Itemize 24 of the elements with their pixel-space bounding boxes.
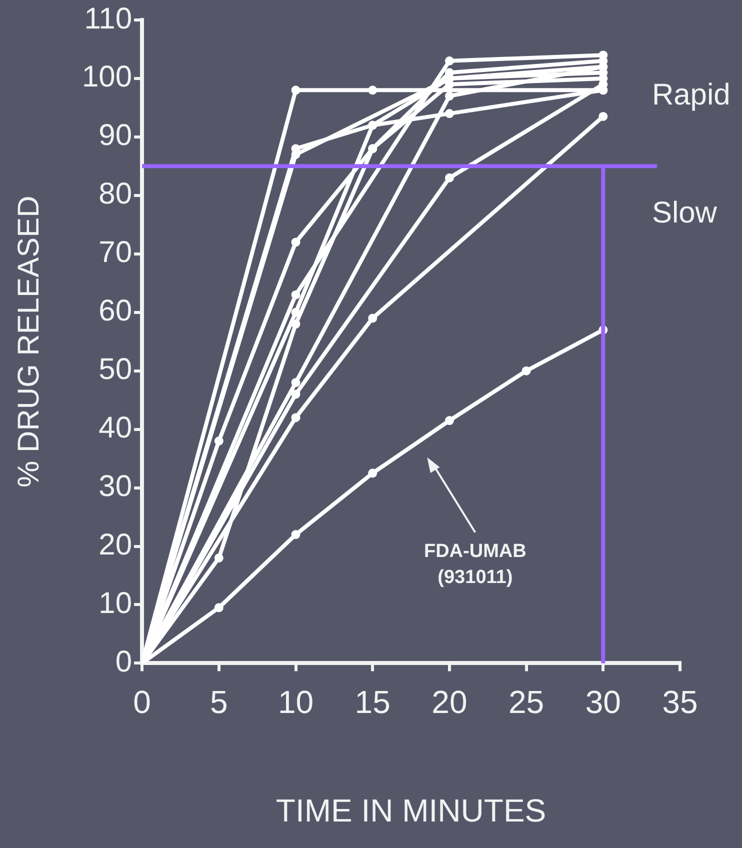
annotation: Slow [652, 196, 718, 230]
x-tick-label: 35 [662, 684, 698, 720]
x-tick-label: 30 [585, 684, 621, 720]
annotation: Rapid [652, 78, 730, 112]
x-tick-label: 15 [354, 684, 390, 720]
y-tick-label: 90 [98, 119, 132, 152]
y-axis-title: % DRUG RELEASED [12, 196, 46, 488]
y-tick-label: 20 [98, 528, 132, 562]
y-tick-label: 110 [84, 2, 132, 36]
x-axis-title: TIME IN MINUTES [276, 792, 546, 829]
annotation: FDA-UMAB (931011) [424, 541, 526, 588]
y-tick-label: 0 [115, 645, 132, 678]
y-tick-label: 60 [98, 294, 132, 328]
y-tick-label: 50 [98, 353, 132, 386]
y-tick-label: 40 [98, 412, 132, 445]
y-tick-label: 30 [98, 470, 132, 504]
x-tick-label: 10 [278, 684, 314, 720]
x-tick-label: 5 [210, 684, 228, 720]
y-tick-label: 70 [98, 236, 132, 270]
y-tick-label: 100 [82, 60, 132, 94]
x-tick-label: 25 [508, 684, 544, 720]
y-tick-label: 80 [98, 178, 132, 211]
y-tick-label: 10 [98, 586, 132, 620]
x-tick-label: 20 [432, 684, 468, 720]
